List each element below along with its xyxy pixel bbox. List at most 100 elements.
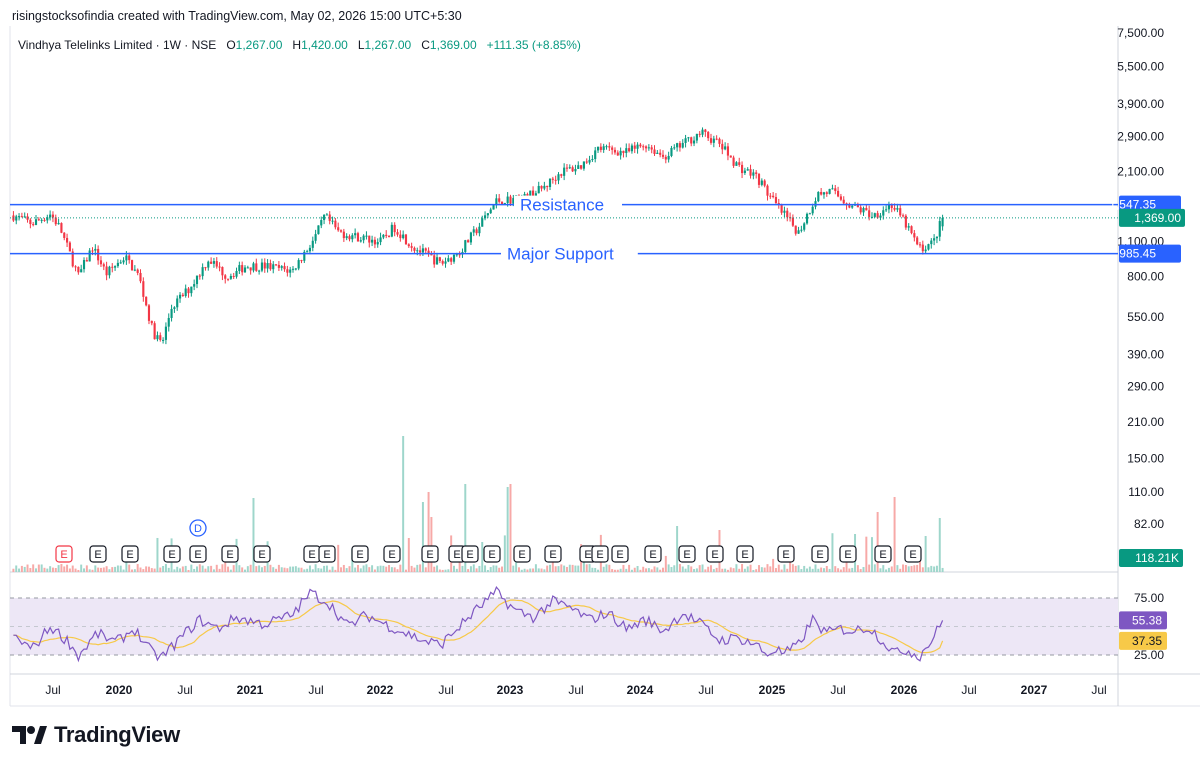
volume-bar [190, 564, 193, 572]
volume-bar [416, 564, 419, 572]
volume-bar [29, 568, 32, 572]
time-axis: Jul 2020 Jul 2021 Jul 2022 Jul 2023 Jul 2024 Jul 20… [45, 683, 1106, 697]
candle-body [102, 264, 105, 267]
volume-bar [904, 564, 907, 572]
volume-bar [613, 569, 616, 572]
time-tick-label: Jul [830, 683, 845, 697]
candle-body [596, 146, 600, 151]
candle-body [190, 286, 193, 294]
volume-bar [876, 512, 879, 572]
candle-body [938, 221, 941, 237]
volume-bar [642, 566, 645, 572]
volume-bar [195, 566, 198, 572]
volume-bar [212, 569, 215, 572]
candle-body [862, 207, 865, 213]
volume-bar [388, 564, 391, 572]
candle-body [246, 267, 249, 269]
volume-bar [791, 564, 794, 572]
volume-bar [565, 566, 568, 572]
candle-body [746, 169, 749, 171]
rsi-pane [10, 585, 1118, 663]
volume-bar [594, 567, 597, 572]
candle-body [786, 210, 789, 218]
candle-body [506, 196, 509, 203]
volume-bar [286, 568, 289, 572]
tradingview-logo[interactable]: TradingView [12, 722, 180, 748]
candle-body [306, 251, 309, 253]
candle-body [565, 167, 569, 169]
candle-body [438, 257, 441, 262]
candle-body [60, 223, 63, 233]
volume-bar [51, 567, 54, 572]
volume-bar [684, 568, 687, 572]
candle-body [828, 188, 831, 194]
volume-bar [263, 565, 266, 572]
volume-bar [870, 537, 873, 572]
volume-bar [681, 566, 684, 572]
candle-body [721, 143, 724, 150]
earnings-marker [221, 545, 239, 563]
candle-body [441, 261, 444, 264]
candle-body [407, 244, 410, 247]
candle-body [393, 224, 396, 233]
candle-body [371, 239, 374, 243]
candle-body [698, 133, 701, 135]
candle-body [656, 152, 659, 154]
volume-bar [371, 565, 374, 572]
earnings-marker-label: E [466, 549, 473, 561]
candle-body [619, 150, 622, 156]
candle-body [625, 148, 628, 154]
volume-bar [167, 567, 170, 572]
volume-bar [633, 567, 636, 572]
volume-bar [176, 566, 179, 572]
candle-body [147, 305, 151, 321]
volume-bar [424, 567, 427, 572]
volume-bar [300, 567, 303, 572]
volume-bar [551, 560, 554, 572]
earnings-marker [163, 545, 181, 563]
volume-bar [224, 553, 227, 572]
horizontal-levels: Resistance Major Support [10, 195, 1118, 264]
time-tick-label: Jul [961, 683, 976, 697]
volume-bar [260, 567, 263, 572]
volume-bar [173, 569, 176, 572]
volume-bar [859, 569, 862, 572]
candle-body [311, 240, 314, 248]
volume-bar [825, 566, 828, 572]
volume-bar [602, 566, 605, 572]
level-value-label: 985.45 [1119, 247, 1156, 261]
candle-body [258, 270, 261, 272]
candle-body [170, 308, 173, 318]
volume-bar [280, 567, 283, 572]
candle-body [176, 298, 179, 308]
earnings-marker [383, 545, 401, 563]
volume-bar [71, 565, 74, 572]
volume-bar [447, 569, 450, 572]
candle-body [345, 236, 348, 239]
candle-body [354, 233, 357, 236]
volume-bar [664, 555, 667, 572]
volume-bar [605, 564, 608, 572]
candle-body [851, 205, 854, 208]
candle-body [478, 226, 481, 234]
volume-bar [201, 565, 204, 572]
candle-body [51, 214, 55, 218]
earnings-marker-label: E [226, 549, 233, 561]
candle-body [43, 219, 46, 221]
earnings-marker-label: E [711, 549, 718, 561]
candle-body [195, 275, 199, 285]
volume-bar [515, 555, 518, 572]
price-tick-label: 2,100.00 [1117, 164, 1164, 178]
price-tick-label: 210.00 [1127, 415, 1164, 429]
candle-body [238, 265, 241, 271]
candle-body [116, 262, 119, 267]
candle-body [933, 238, 936, 241]
earnings-marker-label: E [844, 549, 851, 561]
candle-body [272, 264, 275, 270]
candle-body [430, 253, 433, 256]
candle-body [803, 223, 806, 230]
volume-bar [540, 568, 543, 572]
volume-bar [331, 566, 334, 572]
candle-body [218, 266, 221, 268]
